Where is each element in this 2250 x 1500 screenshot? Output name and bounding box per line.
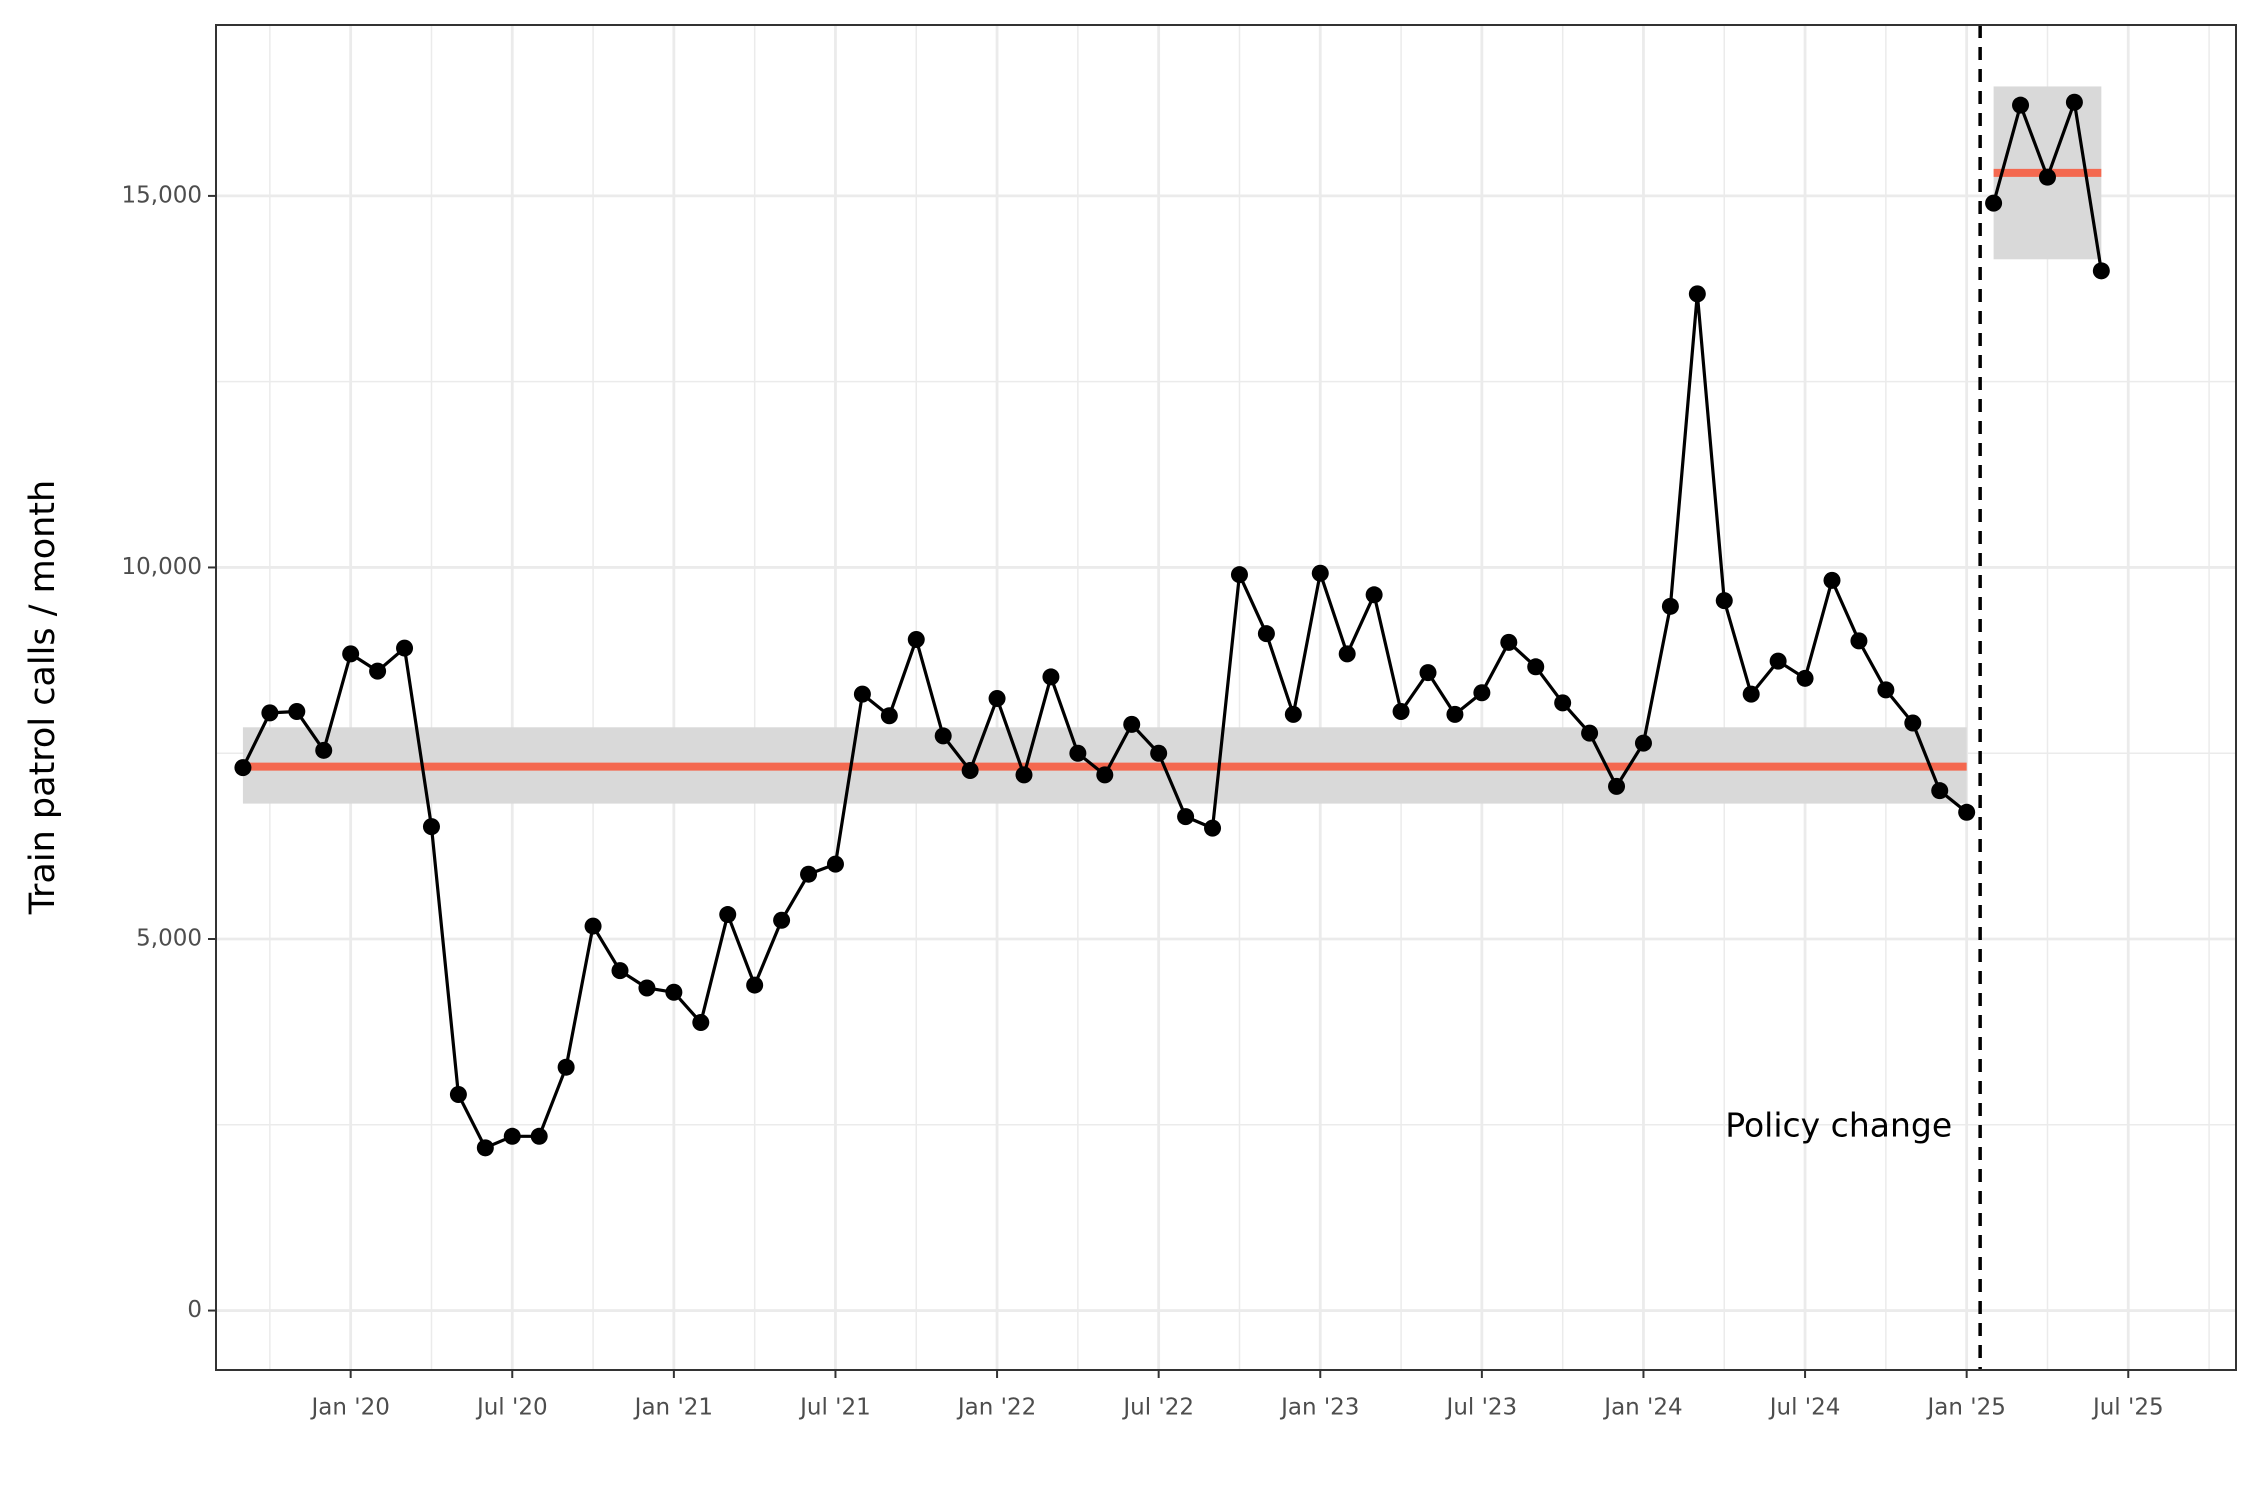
data-point: [746, 976, 764, 994]
data-point: [1177, 808, 1195, 826]
x-tick-label: Jan '23: [1279, 1395, 1359, 1421]
data-point: [1069, 744, 1087, 762]
data-point: [1581, 724, 1599, 742]
data-point: [719, 906, 737, 924]
data-point: [1877, 681, 1895, 699]
data-point: [261, 704, 279, 722]
x-tick-label: Jan '22: [956, 1395, 1036, 1421]
data-point: [476, 1139, 494, 1157]
data-point: [1796, 669, 1814, 687]
data-point: [1473, 684, 1491, 702]
data-point: [1661, 597, 1679, 615]
data-point: [800, 865, 818, 883]
data-point: [665, 983, 683, 1001]
data-point: [503, 1127, 521, 1145]
data-point: [1742, 685, 1760, 703]
data-point: [1042, 668, 1060, 686]
data-point: [1634, 734, 1652, 752]
x-tick-label: Jul '22: [1121, 1395, 1194, 1421]
data-point: [1446, 705, 1464, 723]
data-point: [396, 639, 414, 657]
data-point: [1715, 592, 1733, 610]
data-point: [234, 759, 252, 777]
x-tick-label: Jul '23: [1445, 1395, 1518, 1421]
data-point: [1500, 633, 1518, 651]
data-point: [1904, 714, 1922, 732]
data-point: [1958, 803, 1976, 821]
data-point: [584, 917, 602, 935]
data-point: [1527, 658, 1545, 676]
data-point: [1311, 564, 1329, 582]
data-point: [342, 645, 360, 663]
data-point: [1338, 645, 1356, 663]
data-point: [530, 1127, 548, 1145]
data-point: [1284, 705, 1302, 723]
data-point: [826, 855, 844, 873]
data-point: [1769, 652, 1787, 670]
data-point: [934, 727, 952, 745]
data-point: [1823, 571, 1841, 589]
data-point: [1015, 766, 1033, 784]
data-point: [1688, 285, 1706, 303]
data-point: [1392, 702, 1410, 720]
data-point: [369, 662, 387, 680]
data-point: [2012, 96, 2030, 114]
data-point: [907, 630, 925, 648]
data-point: [988, 690, 1006, 708]
data-point: [1850, 632, 1868, 650]
data-point: [288, 702, 306, 720]
data-point: [611, 962, 629, 980]
data-point: [2038, 168, 2056, 186]
panel-border: [215, 24, 2237, 1371]
data-point: [1985, 194, 2003, 212]
data-point: [692, 1014, 710, 1032]
y-tick-label: 15,000: [122, 182, 202, 208]
data-point: [1257, 625, 1275, 643]
data-point: [1096, 766, 1114, 784]
data-point: [853, 685, 871, 703]
data-point: [1931, 782, 1949, 800]
data-point: [961, 762, 979, 780]
data-point: [315, 741, 333, 759]
x-tick-label: Jul '20: [475, 1395, 548, 1421]
y-tick-label: 5,000: [136, 926, 202, 952]
y-tick-label: 10,000: [122, 554, 202, 580]
x-tick-label: Jan '24: [1602, 1395, 1682, 1421]
data-point: [1608, 777, 1626, 795]
x-tick-label: Jan '25: [1925, 1395, 2005, 1421]
data-point: [1365, 586, 1383, 604]
x-tick-label: Jul '21: [798, 1395, 871, 1421]
data-point: [2065, 93, 2083, 111]
data-point: [1230, 566, 1248, 584]
annotation: Policy change: [1725, 1106, 1952, 1145]
data-point: [1123, 715, 1141, 733]
data-point: [638, 979, 656, 997]
y-tick-label: 0: [187, 1297, 202, 1323]
data-point: [449, 1086, 467, 1104]
x-tick-label: Jan '20: [309, 1395, 389, 1421]
data-point: [1150, 744, 1168, 762]
x-tick-label: Jan '21: [633, 1395, 713, 1421]
data-point: [422, 818, 440, 836]
data-point: [1554, 694, 1572, 712]
series-line: [241, 292, 1968, 1150]
data-point: [557, 1058, 575, 1076]
data-point: [1204, 819, 1222, 837]
y-axis-title: Train patrol calls / month: [23, 480, 63, 915]
data-point: [2092, 262, 2110, 280]
x-tick-label: Jul '24: [1768, 1395, 1841, 1421]
x-tick-label: Jul '25: [2091, 1395, 2164, 1421]
data-point: [1419, 664, 1437, 682]
data-point: [880, 707, 898, 725]
data-point: [773, 911, 791, 929]
